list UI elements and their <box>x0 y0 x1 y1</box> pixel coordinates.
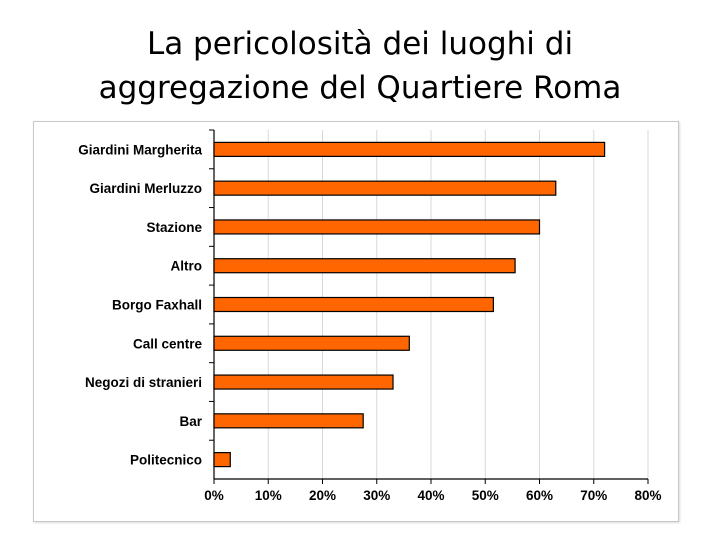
bar <box>213 296 494 313</box>
bar <box>213 180 557 196</box>
bar <box>213 374 394 390</box>
chart-frame: 0% 10% 20% 30% 40% 50% 60% 70% 80% Giardini Margh… <box>33 121 679 522</box>
bar <box>213 335 410 351</box>
x-tick-label: 0% <box>204 488 224 503</box>
slide-title: La pericolosità dei luoghi di aggregazio… <box>0 22 720 110</box>
category-label: Bar <box>179 414 202 429</box>
x-tick-label: 60% <box>526 488 553 503</box>
bar-chart: 0% 10% 20% 30% 40% 50% 60% 70% 80% Giardini Margh… <box>78 129 662 503</box>
category-label: Giardini Margherita <box>78 142 202 157</box>
bar <box>213 219 541 235</box>
category-label: Stazione <box>146 220 202 235</box>
category-label: Call centre <box>133 336 203 351</box>
bar <box>213 258 516 274</box>
bar <box>213 413 364 429</box>
category-label: Giardini Merluzzo <box>89 181 202 196</box>
bar <box>213 452 231 468</box>
x-tick-label: 30% <box>363 488 390 503</box>
category-label: Altro <box>171 259 203 274</box>
x-tick-label: 80% <box>634 488 661 503</box>
bar <box>213 141 606 157</box>
x-tick-label: 70% <box>580 488 607 503</box>
slide-title-line-1: La pericolosità dei luoghi di <box>146 26 574 62</box>
x-tick-label: 10% <box>255 488 282 503</box>
category-label: Borgo Faxhall <box>112 298 202 313</box>
category-label: Negozi di stranieri <box>85 375 202 390</box>
category-label: Politecnico <box>130 453 202 468</box>
slide-title-line-2: aggregazione del Quartiere Roma <box>98 70 622 106</box>
x-tick-label: 20% <box>309 488 336 503</box>
x-tick-label: 50% <box>472 488 499 503</box>
x-tick-label: 40% <box>417 488 444 503</box>
